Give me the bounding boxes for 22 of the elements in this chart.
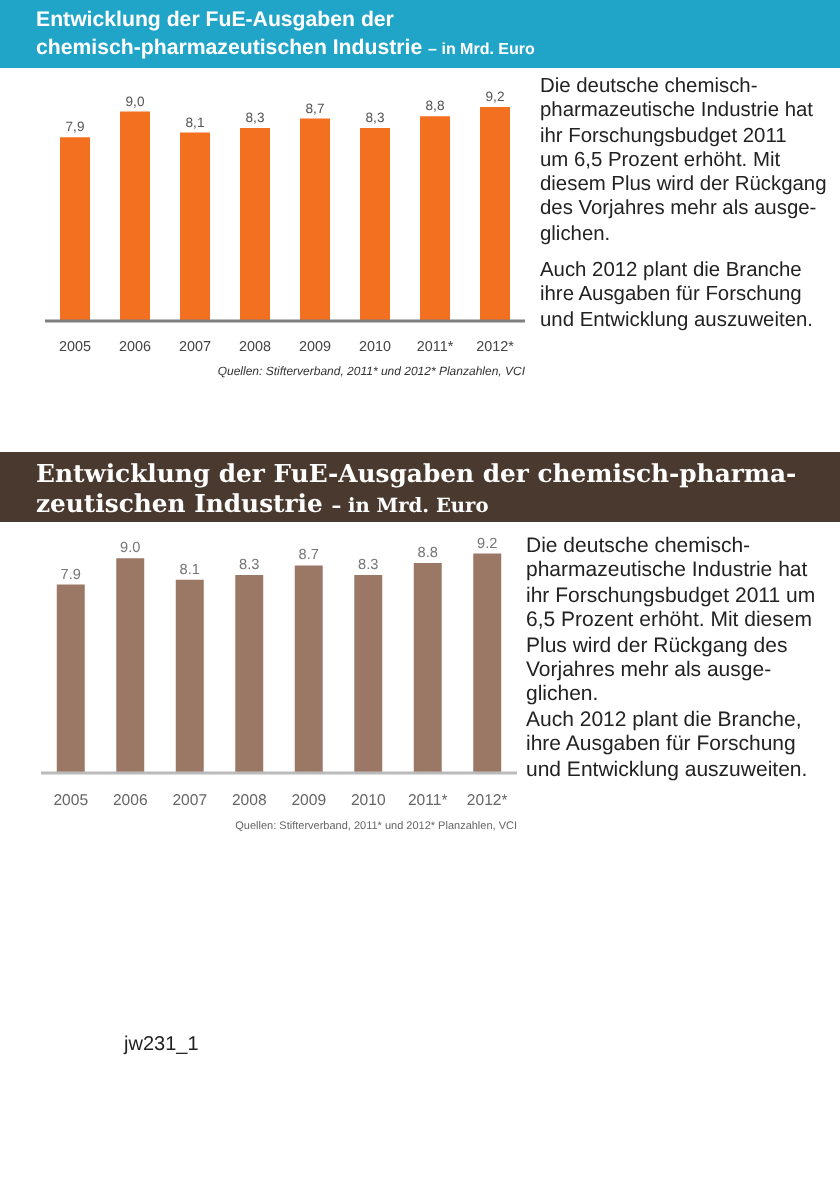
bar	[420, 116, 450, 321]
bar	[235, 575, 264, 773]
bar	[180, 132, 210, 321]
chart-subtitle: – in Mrd. Euro	[331, 496, 489, 518]
bar	[360, 127, 390, 321]
bar	[116, 558, 145, 773]
bar	[294, 565, 323, 773]
bar	[480, 106, 510, 321]
text: jw231_1	[124, 1032, 199, 1060]
text: Die deutsche chemisch- pharmazeutische Industrie hat ihr Forschungsbudget 2011 um 6,5 Prozent erhöht. Mit diesem Plus wird der Rückgang des Vorjahres mehr als ausge- glichen. Auch 2012 plant die Branche, ihre Ausgaben für Forschung und Entwicklung auszuweiten.	[526, 534, 816, 782]
bar	[120, 111, 150, 321]
bar	[473, 553, 502, 773]
bar	[300, 118, 330, 321]
chart-subtitle: – in Mrd. Euro	[428, 40, 535, 58]
bar	[240, 127, 270, 321]
bar	[354, 575, 383, 773]
chart-title: Entwicklung der FuE-Ausgaben der chemisch-pharmazeutischen Industrie	[36, 8, 423, 60]
text: Die deutsche chemisch- pharmazeutische Industrie hat ihr Forschungsbudget 2011 um 6,5 Prozent erhöht. Mit diesem Plus wird der Rückgang des Vorjahres mehr als ausge- glichen. Auch 2012 plant die Branche ihre Ausgaben für Forschung und Entwicklung auszuweiten.	[540, 76, 827, 332]
bar	[175, 579, 204, 773]
bar	[413, 563, 442, 773]
bar	[60, 137, 90, 321]
bar	[56, 584, 85, 773]
